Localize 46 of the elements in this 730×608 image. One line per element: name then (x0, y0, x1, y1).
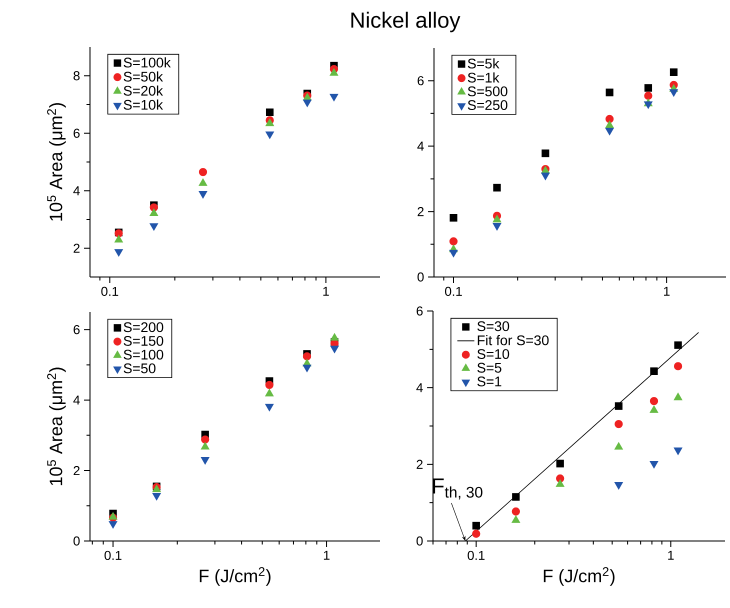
y-tick-label: 6 (74, 128, 80, 138)
y-tick-label: 4 (73, 186, 80, 196)
legend-label: S=50 (124, 363, 156, 374)
x-tick-label: 1 (668, 550, 674, 560)
y-tick-label: 2 (74, 244, 80, 253)
y-axis-title: 10$^{5}$ Area (μm$^{2}$) (47, 103, 66, 221)
x-tick-label: 1 (323, 286, 329, 296)
legend-label: S=50k (124, 71, 164, 82)
y-tick-label: 0 (418, 272, 424, 282)
x-axis-title: F (J/cm$^{2}$) (544, 567, 614, 586)
legend-label: S=1 (477, 376, 502, 386)
y-axis-title: 10$^{5}$ Area (μm$^{2}$) (47, 368, 66, 486)
legend-label: S=200 (124, 322, 164, 332)
y-tick-label: 0 (416, 536, 423, 546)
x-tick-label: 0.1 (101, 286, 118, 296)
legend-label: S=30 (477, 321, 510, 332)
legend-label: S=150 (124, 336, 164, 346)
x-tick-label: 0.1 (468, 550, 485, 560)
y-tick-label: 8 (74, 71, 80, 80)
legend-label: S=10 (477, 349, 510, 359)
legend-label: S=500 (468, 86, 508, 96)
y-tick-label: 2 (418, 207, 424, 216)
legend-label: S=20k (124, 85, 164, 96)
legend-label: S=250 (468, 100, 508, 110)
legend-label: S=1k (468, 72, 500, 83)
legend-label: S=100 (124, 350, 164, 360)
x-tick-label: 1 (324, 550, 330, 560)
legend-label: S=5 (477, 362, 502, 373)
chart-title: Nickel alloy (351, 12, 460, 32)
legend-label: S=10k (124, 100, 164, 110)
y-tick-label: 6 (74, 325, 80, 334)
x-axis-title: F (J/cm$^{2}$) (200, 567, 270, 586)
x-tick-label: 0.1 (104, 550, 122, 560)
legend-label: S=5k (468, 58, 500, 69)
y-tick-label: 6 (416, 306, 423, 316)
x-tick-label: 1 (664, 286, 670, 296)
y-tick-label: 0 (74, 536, 80, 546)
y-tick-label: 6 (418, 76, 424, 86)
y-tick-label: 4 (417, 142, 424, 151)
y-tick-label: 2 (74, 466, 80, 476)
y-tick-label: 4 (416, 383, 423, 392)
y-tick-label: 4 (73, 396, 80, 405)
legend-label: S=100k (124, 57, 171, 68)
legend-label: Fit for S=30 (478, 335, 549, 346)
y-tick-label: 2 (416, 460, 423, 469)
x-tick-label: 0.1 (445, 286, 462, 296)
